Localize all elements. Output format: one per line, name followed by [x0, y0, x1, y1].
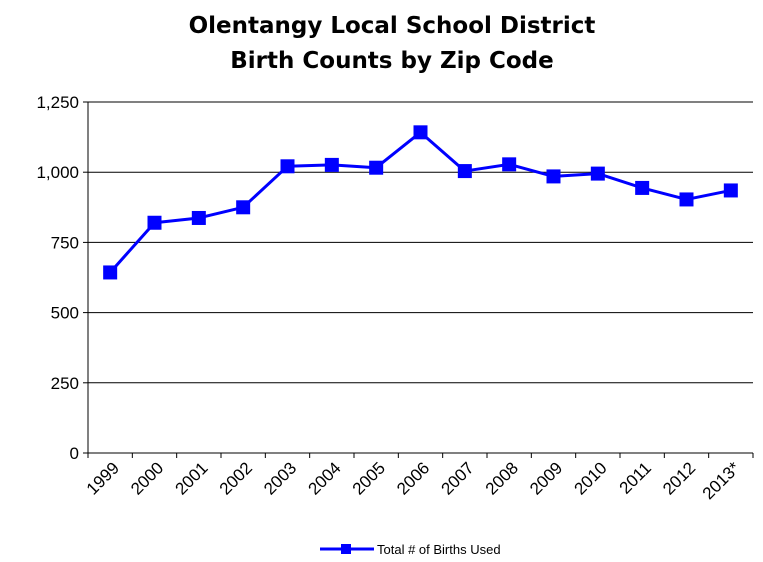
data-point: [147, 215, 162, 230]
y-tick-label: 250: [51, 374, 79, 393]
data-point: [546, 169, 561, 184]
data-point: [502, 157, 517, 172]
data-point: [723, 183, 738, 198]
x-tick-label: 2003: [260, 458, 300, 498]
y-tick-label: 1,250: [36, 93, 79, 112]
data-point: [280, 159, 295, 174]
gridlines: [88, 101, 753, 384]
x-tick-label: 2001: [171, 458, 211, 498]
x-tick-label: 2006: [393, 458, 433, 498]
data-point: [590, 166, 605, 181]
x-tick-label: 2010: [570, 458, 610, 498]
x-tick-label: 2009: [526, 458, 566, 498]
chart-subtitle: Birth Counts by Zip Code: [230, 48, 554, 74]
x-tick-label: 2004: [304, 458, 344, 498]
y-tick-label: 500: [51, 304, 79, 323]
x-axis-ticks: 1999 2000 2001 2002 2003 2004 2005 2006 2007 2008…: [83, 453, 754, 503]
y-tick-label: 1,000: [36, 163, 79, 182]
data-point: [324, 157, 339, 172]
data-point: [369, 160, 384, 175]
x-tick-label: 2007: [437, 458, 477, 498]
y-tick-label: 750: [51, 233, 79, 252]
series-group: [103, 125, 738, 280]
data-point: [236, 200, 251, 215]
data-point: [635, 180, 650, 195]
legend: Total # of Births Used: [320, 542, 501, 557]
y-axis-ticks: 0 250 500 750 1,000 1,250: [36, 93, 88, 463]
data-point: [413, 125, 428, 140]
data-point: [103, 265, 118, 280]
x-tick-label: 1999: [83, 458, 123, 498]
x-tick-label: 2005: [349, 458, 389, 498]
data-point: [457, 164, 472, 179]
x-tick-label: 2011: [616, 458, 655, 497]
data-point: [679, 192, 694, 207]
x-tick-label: 2008: [482, 458, 522, 498]
axes: [87, 102, 753, 454]
x-tick-label: 2000: [127, 458, 167, 498]
x-tick-label: 2013*: [699, 458, 744, 503]
y-tick-label: 0: [70, 444, 79, 463]
series-line: [109, 130, 732, 274]
legend-marker: [341, 544, 351, 554]
legend-label: Total # of Births Used: [377, 542, 501, 557]
data-point: [191, 210, 206, 225]
x-tick-label: 2012: [659, 458, 699, 498]
x-tick-label: 2002: [216, 458, 256, 498]
chart-title: Olentangy Local School District: [189, 13, 596, 39]
